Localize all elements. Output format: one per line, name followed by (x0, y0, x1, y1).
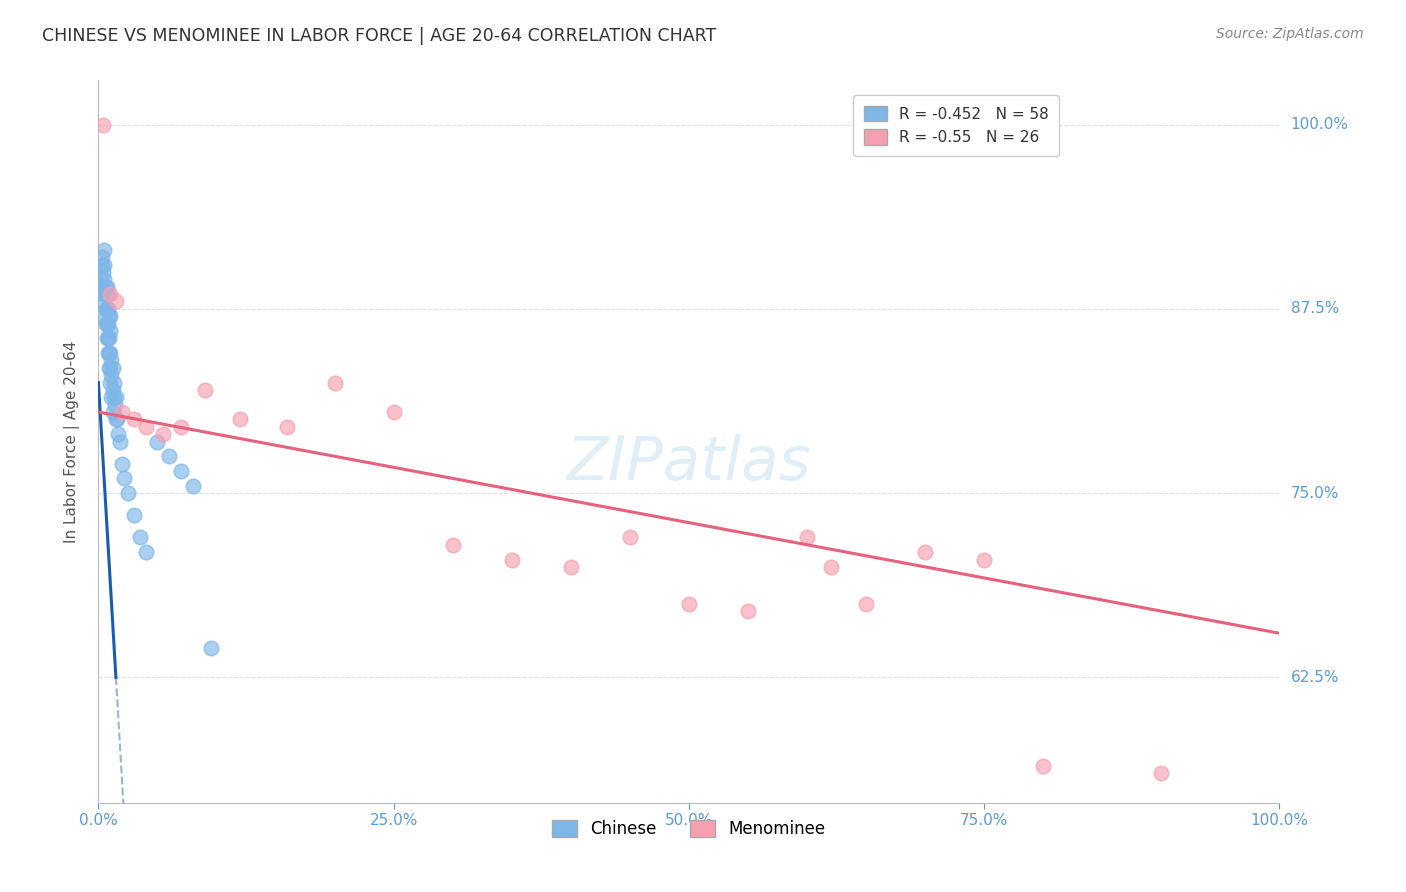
Point (91, 118, 114, 132)
Point (96, 279, 118, 293)
Point (382, 405, 405, 419)
Point (101, 383, 124, 397)
Text: 87.5%: 87.5% (1291, 301, 1339, 317)
Text: CHINESE VS MENOMINEE IN LABOR FORCE | AGE 20-64 CORRELATION CHART: CHINESE VS MENOMINEE IN LABOR FORCE | AG… (42, 27, 717, 45)
Point (103, 376, 125, 390)
Point (1150, 766, 1173, 780)
Point (135, 545, 157, 559)
Point (200, 640, 222, 655)
Point (100, 353, 122, 368)
Text: 75.0%: 75.0% (1291, 485, 1339, 500)
Point (276, 419, 298, 434)
Point (91, 294, 114, 309)
Point (101, 405, 124, 419)
Point (96, 301, 118, 316)
Point (181, 479, 204, 493)
Point (93, 287, 115, 301)
Point (157, 450, 180, 464)
Point (98, 360, 121, 375)
Point (229, 412, 252, 426)
Point (93, 309, 115, 323)
Point (93, 258, 115, 272)
Text: 100.0%: 100.0% (1291, 117, 1348, 132)
Point (170, 464, 193, 478)
Text: Source: ZipAtlas.com: Source: ZipAtlas.com (1216, 27, 1364, 41)
Legend: Chinese, Menominee: Chinese, Menominee (546, 814, 832, 845)
Point (117, 486, 139, 500)
Point (128, 530, 150, 544)
Point (94, 301, 117, 316)
Point (100, 390, 122, 404)
Point (91, 265, 114, 279)
Point (111, 457, 134, 471)
Y-axis label: In Labor Force | Age 20-64: In Labor Force | Age 20-64 (63, 341, 80, 542)
Point (105, 390, 128, 404)
Point (441, 538, 464, 552)
Point (98, 287, 121, 301)
Point (93, 243, 115, 257)
Point (100, 368, 122, 383)
Point (105, 412, 128, 426)
Point (94, 287, 117, 301)
Point (98, 309, 121, 323)
Point (152, 427, 174, 442)
Point (111, 405, 134, 419)
Point (90, 272, 112, 286)
Point (820, 560, 842, 574)
Point (97, 346, 120, 360)
Point (94, 279, 117, 293)
Point (91, 258, 114, 272)
Text: 62.5%: 62.5% (1291, 670, 1339, 685)
Point (94, 317, 117, 331)
Point (98, 346, 121, 360)
Point (91, 250, 114, 264)
Point (98, 324, 121, 338)
Point (855, 597, 877, 611)
Point (501, 552, 523, 566)
Point (96, 317, 118, 331)
Point (560, 560, 582, 574)
Point (973, 552, 995, 566)
Point (323, 376, 346, 390)
Point (796, 530, 818, 544)
Point (97, 317, 120, 331)
Point (97, 301, 120, 316)
Point (737, 604, 759, 618)
Point (105, 412, 128, 426)
Point (619, 530, 641, 544)
Point (97, 287, 120, 301)
Point (112, 471, 135, 485)
Point (98, 331, 121, 345)
Point (96, 331, 118, 345)
Point (122, 412, 145, 426)
Point (170, 419, 193, 434)
Point (103, 390, 125, 404)
Point (1032, 759, 1054, 773)
Text: ZIPatlas: ZIPatlas (567, 434, 811, 492)
Point (107, 427, 129, 442)
Point (108, 434, 131, 449)
Point (105, 294, 128, 309)
Point (93, 272, 115, 286)
Point (194, 383, 217, 397)
Point (678, 597, 700, 611)
Point (91, 279, 114, 293)
Point (135, 419, 157, 434)
Point (146, 434, 169, 449)
Point (914, 545, 936, 559)
Point (122, 508, 145, 523)
Point (101, 360, 124, 375)
Point (104, 398, 127, 412)
Point (98, 376, 121, 390)
Point (98, 346, 121, 360)
Point (98, 309, 121, 323)
Point (97, 331, 120, 345)
Point (98, 360, 121, 375)
